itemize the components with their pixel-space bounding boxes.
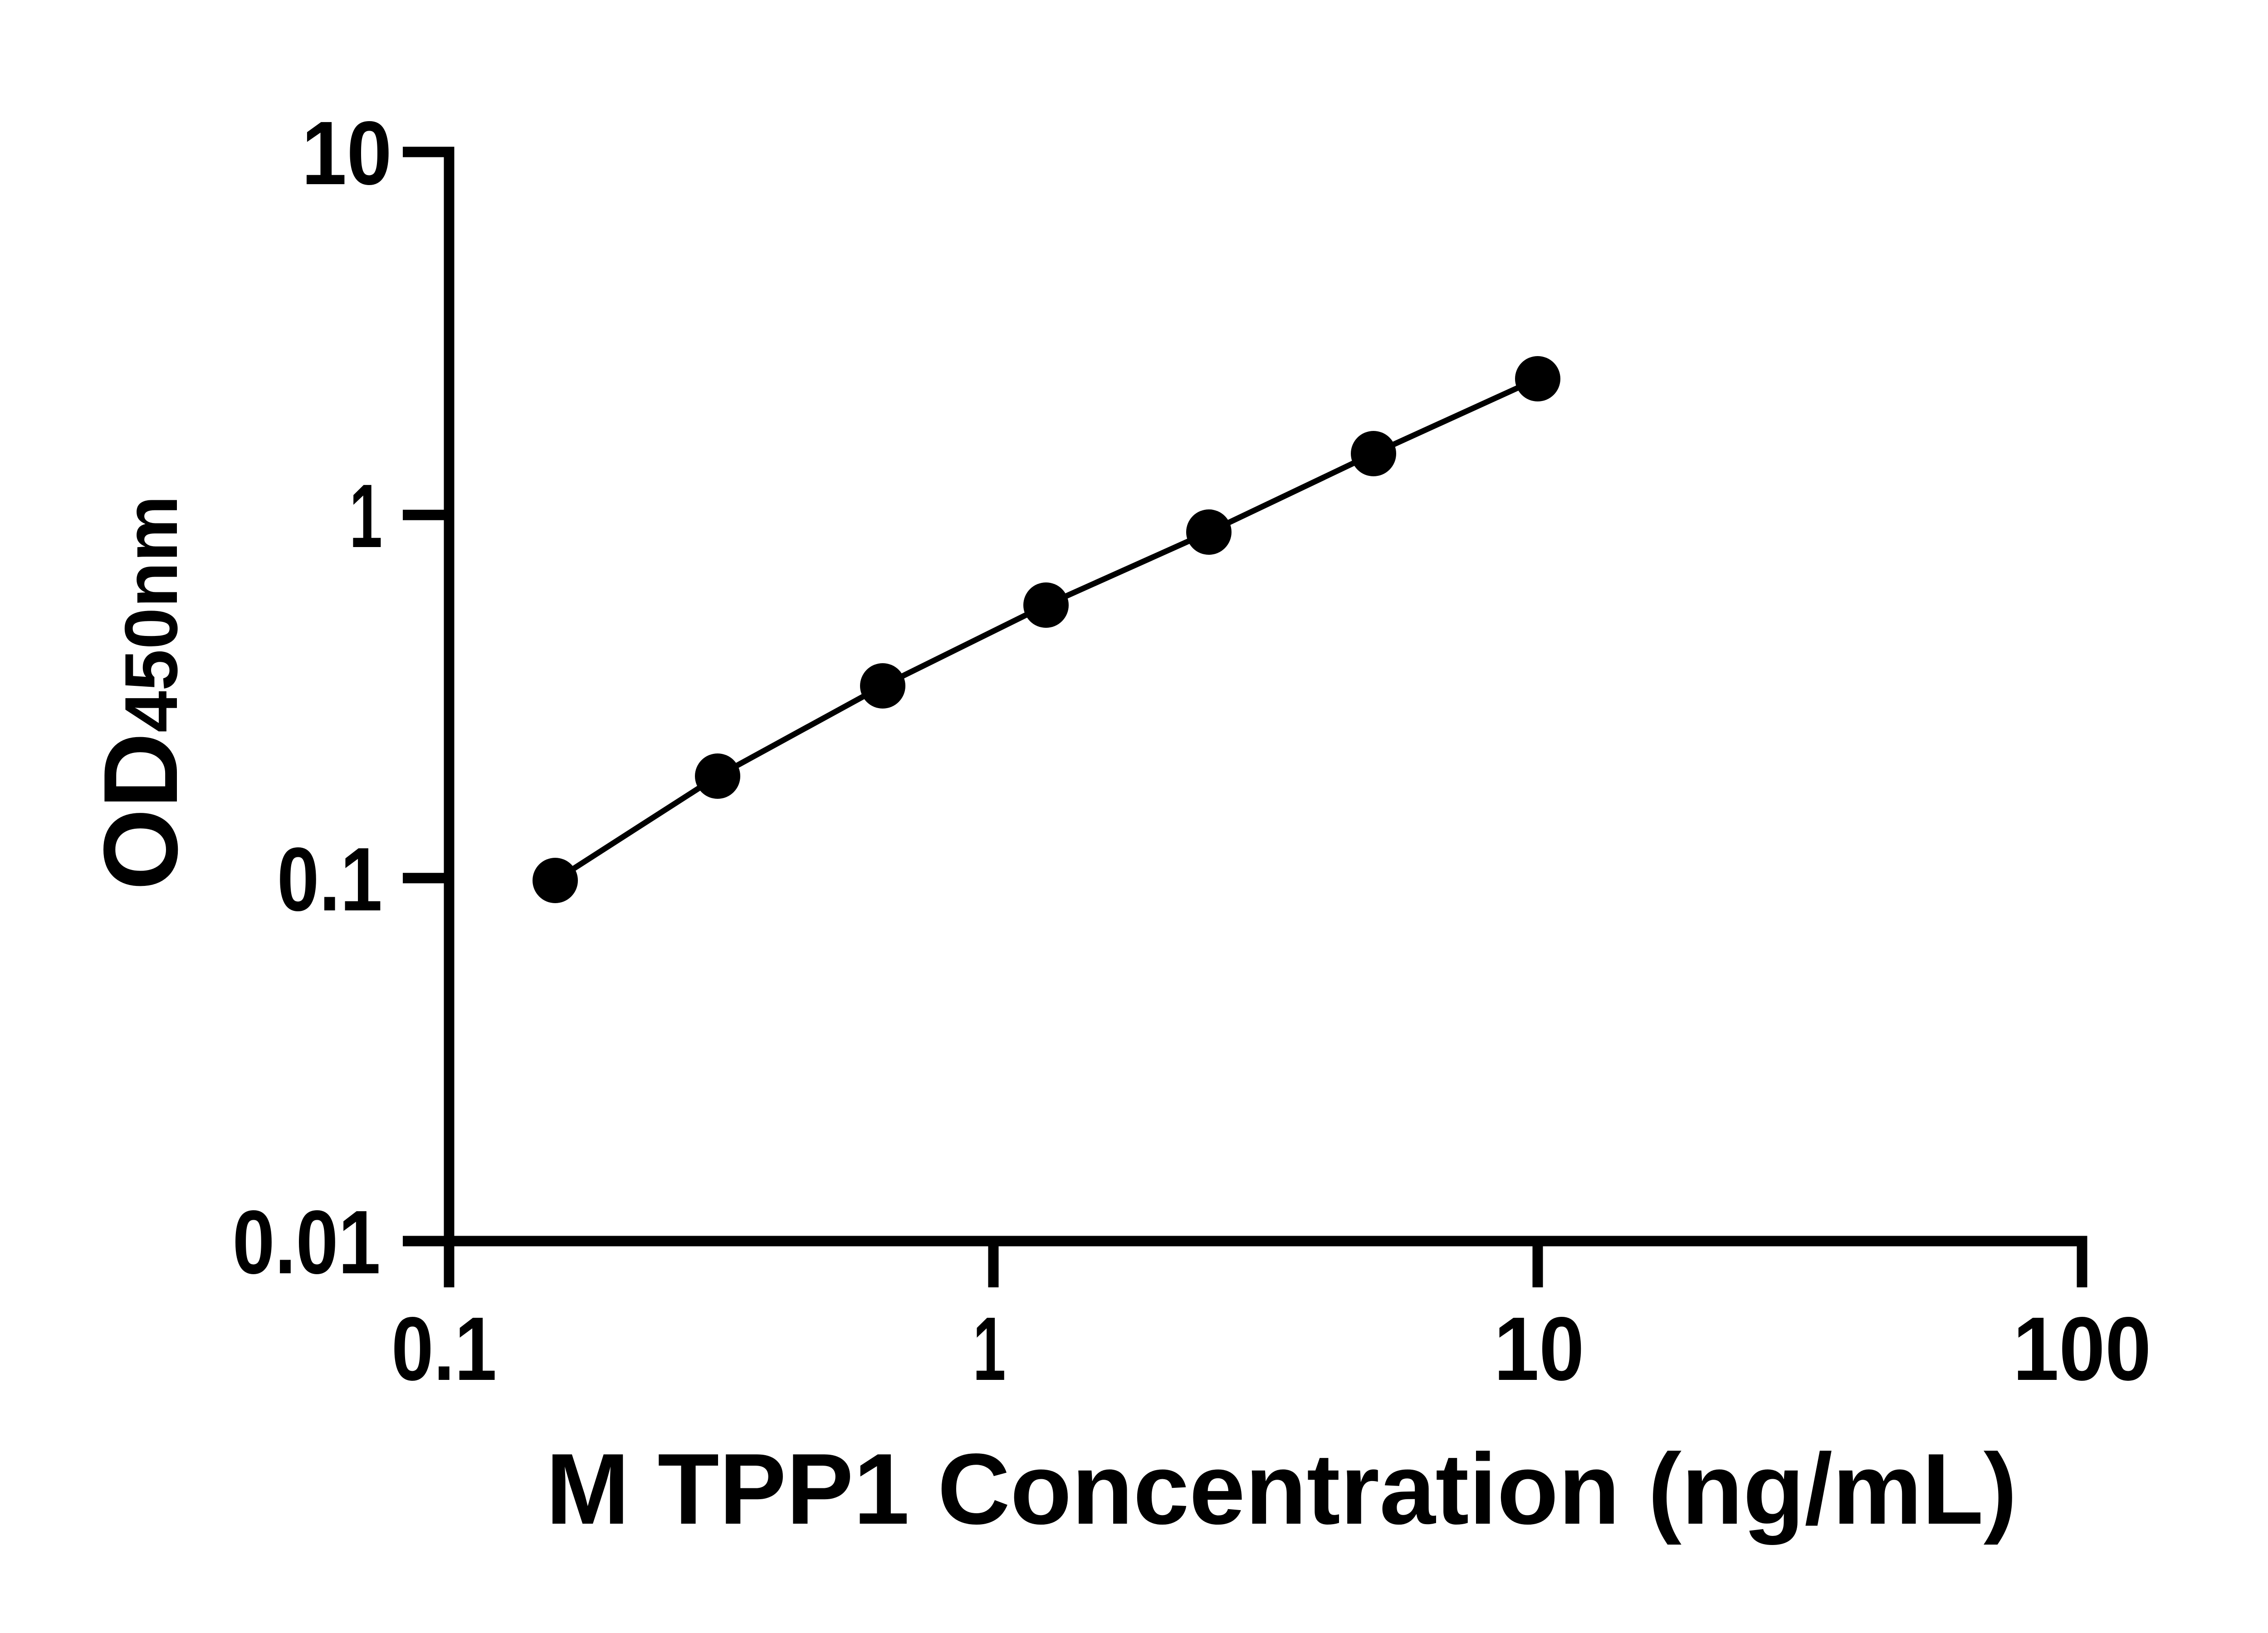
svg-text:100: 100 (2013, 1299, 2151, 1399)
svg-text:0.1: 0.1 (391, 1299, 497, 1399)
svg-text:0.1: 0.1 (277, 829, 382, 930)
svg-text:1: 1 (349, 466, 382, 567)
svg-text:M TPP1 Concentration (ng/mL): M TPP1 Concentration (ng/mL) (546, 1433, 2017, 1545)
svg-text:1: 1 (973, 1299, 1006, 1399)
svg-text:10: 10 (302, 103, 392, 204)
svg-text:0.01: 0.01 (232, 1192, 381, 1293)
svg-text:10: 10 (1494, 1299, 1584, 1399)
